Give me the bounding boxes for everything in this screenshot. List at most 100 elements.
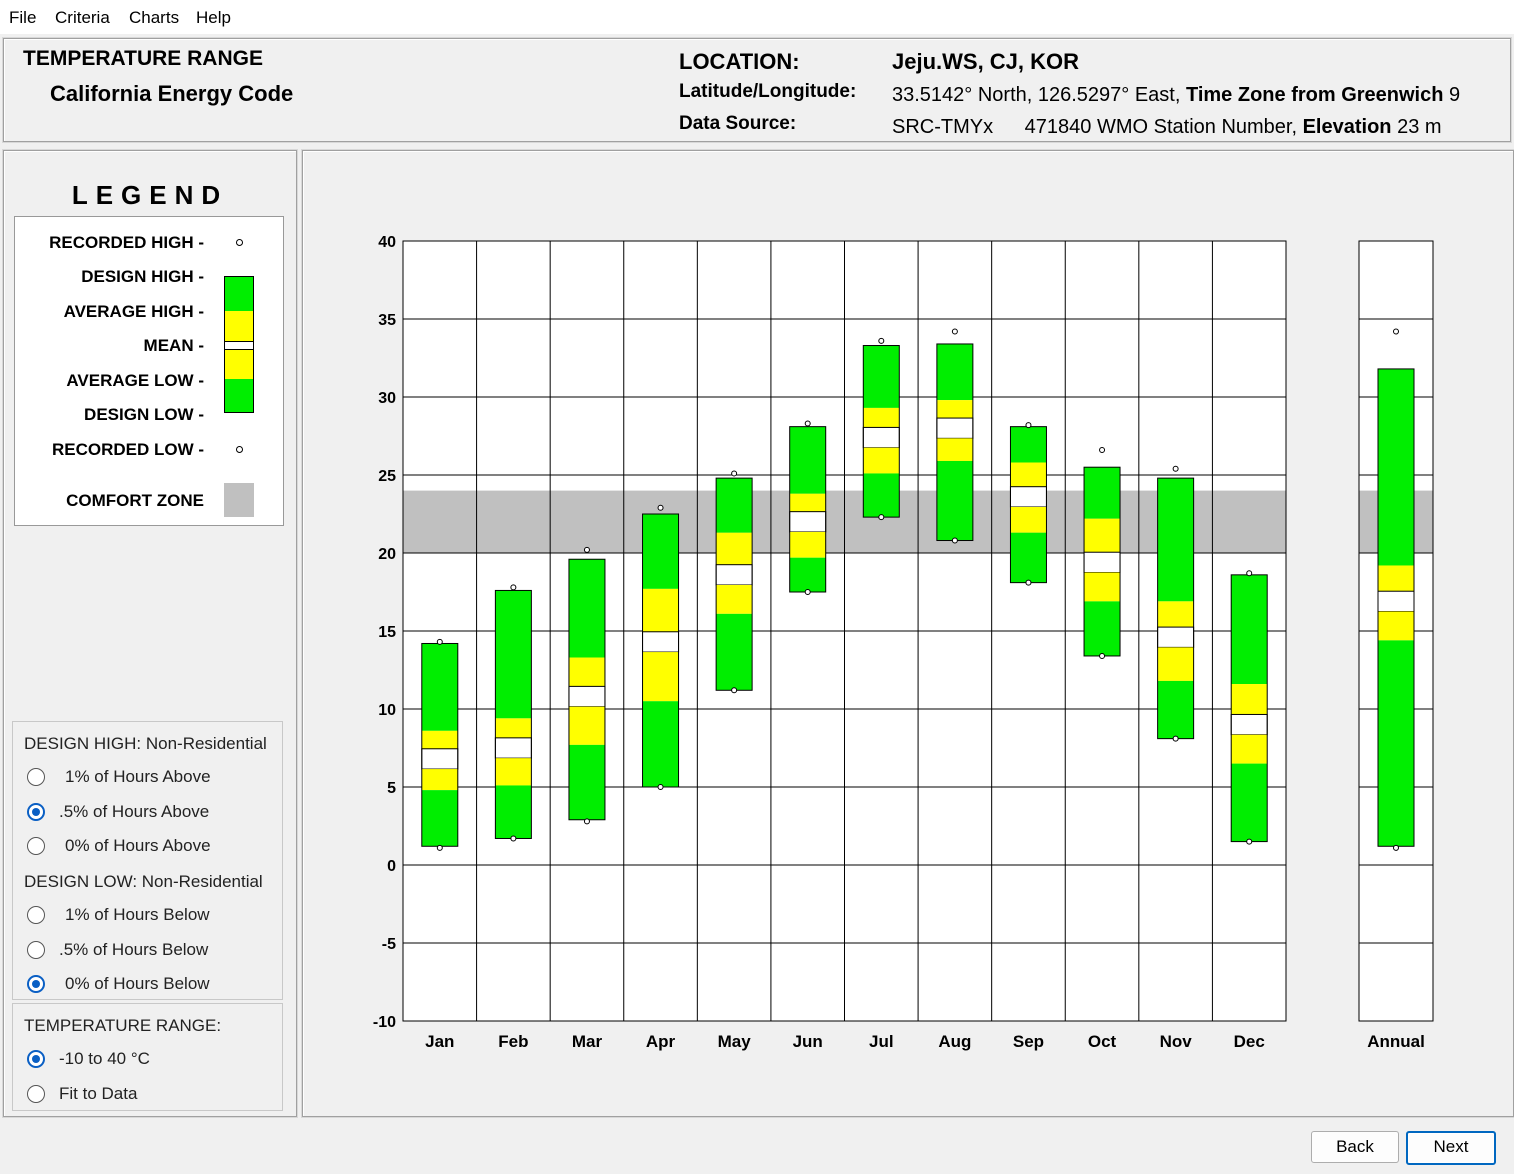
radio-button-icon[interactable] [27, 837, 45, 855]
mean-band [715, 564, 753, 586]
legend-swatch-design-high [225, 277, 253, 311]
legend-swatch-stack [224, 276, 254, 413]
average-low-band [1084, 572, 1121, 602]
menu-charts[interactable]: Charts [129, 8, 180, 27]
y-tick-label: 25 [378, 468, 396, 485]
radio-label: 1% of Hours Below [65, 905, 210, 924]
y-tick-label: 5 [387, 780, 396, 797]
recorded-high-marker [951, 328, 958, 335]
radio-range-fit[interactable]: Fit to Data [27, 1082, 137, 1106]
radio-design-high-0pct[interactable]: 0% of Hours Above [27, 834, 211, 858]
radio-design-low-half-pct[interactable]: .5% of Hours Below [27, 938, 208, 962]
x-tick-label: Dec [1234, 1032, 1265, 1051]
design-high-band [936, 343, 973, 401]
legend-swatch-design-low [225, 379, 253, 412]
source-label: Data Source: [679, 113, 797, 134]
design-high-band [1010, 426, 1047, 463]
radio-range-fixed[interactable]: -10 to 40 °C [27, 1047, 150, 1071]
recorded-high-marker [583, 546, 590, 553]
average-high-band [568, 657, 605, 687]
recorded-high-marker [510, 584, 517, 591]
x-tick-label: Annual [1367, 1032, 1425, 1051]
radio-design-low-1pct[interactable]: 1% of Hours Below [27, 903, 210, 927]
design-low-band [421, 790, 458, 847]
x-tick-label: Feb [498, 1032, 528, 1051]
recorded-high-marker [878, 337, 885, 344]
recorded-high-marker [1025, 422, 1032, 429]
legend-mean-label: MEAN - [143, 336, 204, 355]
average-high-band [716, 532, 753, 565]
legend-recorded-high-label: RECORDED HIGH - [49, 233, 204, 252]
recorded-low-marker [1172, 735, 1179, 742]
average-low-band [1378, 611, 1414, 641]
radio-button-selected-icon[interactable] [27, 803, 45, 821]
legend-comfort-zone-label: COMFORT ZONE [66, 491, 204, 510]
temperature-range-chart: 40 35 30 25 20 15 10 5 0 -5 -10 Jan Feb Mar Apr May Jun J… [373, 234, 1434, 1051]
latlong-text: 33.5142° North, 126.5297° East, [892, 84, 1181, 106]
menu-bar: File Criteria Charts Help [0, 0, 1514, 34]
back-button[interactable]: Back [1311, 1131, 1399, 1163]
design-low-band [716, 613, 753, 691]
recorded-low-marker [951, 537, 958, 544]
next-button[interactable]: Next [1406, 1131, 1496, 1165]
design-low-band [1084, 601, 1121, 656]
mean-band [1157, 626, 1195, 648]
radio-button-selected-icon[interactable] [27, 1050, 45, 1068]
design-high-band [568, 559, 605, 658]
radio-label: 1% of Hours Above [65, 767, 211, 786]
recorded-low-marker [1099, 652, 1106, 659]
radio-button-icon[interactable] [27, 1085, 45, 1103]
radio-label: .5% of Hours Below [59, 940, 209, 959]
legend-swatch-average-high [225, 311, 253, 341]
radio-button-selected-icon[interactable] [27, 975, 45, 993]
y-tick-label: 0 [387, 858, 396, 875]
recorded-low-marker [1246, 838, 1253, 845]
recorded-low-marker [1025, 579, 1032, 586]
menu-criteria[interactable]: Criteria [55, 8, 110, 27]
radio-button-icon[interactable] [27, 941, 45, 959]
average-low-band [568, 706, 605, 745]
radio-button-icon[interactable] [27, 906, 45, 924]
radio-design-low-0pct[interactable]: 0% of Hours Below [27, 972, 210, 996]
recorded-high-marker [1246, 570, 1253, 577]
mean-band [494, 737, 532, 759]
legend-box: RECORDED HIGH - DESIGN HIGH - AVERAGE HI… [14, 216, 284, 526]
average-low-band [642, 652, 679, 702]
y-tick-label: -10 [373, 1014, 396, 1031]
radio-design-high-half-pct[interactable]: .5% of Hours Above [27, 800, 209, 824]
radio-label: 0% of Hours Above [65, 836, 211, 855]
mean-band [1230, 713, 1268, 736]
recorded-high-marker [1172, 465, 1179, 472]
legend-swatch-comfort-zone [224, 483, 254, 517]
average-high-band [1157, 601, 1194, 628]
legend-design-high-label: DESIGN HIGH - [81, 267, 204, 286]
radio-button-icon[interactable] [27, 768, 45, 786]
average-high-band [789, 493, 826, 512]
y-tick-label: 40 [378, 234, 396, 251]
y-tick-label: 10 [378, 702, 396, 719]
legend-title: LEGEND [71, 180, 229, 210]
average-low-band [1157, 647, 1194, 681]
menu-file[interactable]: File [9, 8, 37, 27]
y-tick-label: 35 [378, 312, 396, 329]
radio-label: Fit to Data [59, 1084, 138, 1103]
recorded-low-marker [804, 589, 811, 595]
design-high-band [863, 345, 900, 408]
design-high-band [1084, 467, 1121, 519]
average-high-band [1378, 565, 1414, 592]
x-tick-label: Jul [869, 1032, 894, 1051]
average-low-band [716, 584, 753, 614]
radio-design-high-1pct[interactable]: 1% of Hours Above [27, 765, 211, 789]
average-low-band [789, 531, 826, 558]
menu-help[interactable]: Help [196, 8, 231, 27]
timezone-label: Time Zone from Greenwich [1185, 84, 1444, 106]
recorded-high-marker [436, 638, 443, 645]
recorded-high-marker-icon [236, 239, 243, 246]
recorded-high-marker [1099, 447, 1106, 454]
legend-swatch-average-low [225, 350, 253, 379]
design-low-band [642, 701, 679, 787]
chart-panel: 40 35 30 25 20 15 10 5 0 -5 -10 Jan Feb Mar Apr May Jun J… [302, 150, 1514, 1117]
recorded-low-marker [583, 818, 590, 825]
temperature-range-box: TEMPERATURE RANGE: -10 to 40 °C Fit to D… [12, 1003, 283, 1111]
recorded-low-marker [1393, 844, 1399, 851]
